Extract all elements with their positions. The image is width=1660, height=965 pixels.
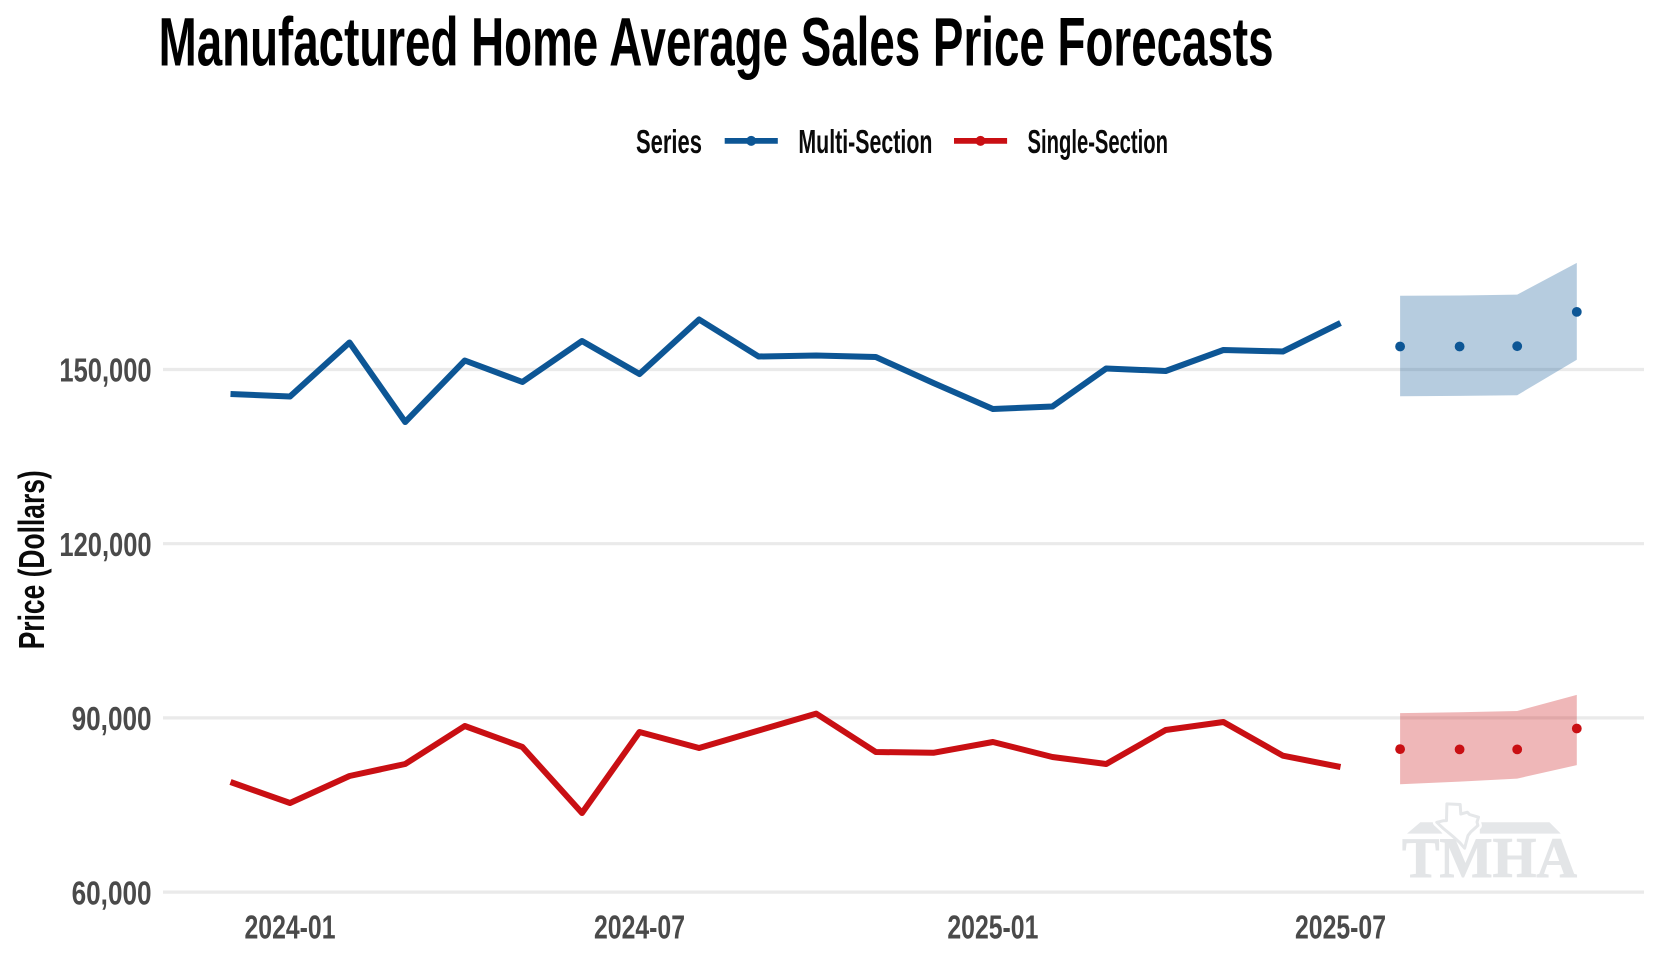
svg-text:TMHA: TMHA bbox=[1402, 827, 1577, 890]
svg-text:Price (Dollars): Price (Dollars) bbox=[11, 470, 52, 649]
svg-text:Single-Section: Single-Section bbox=[1028, 123, 1169, 160]
svg-text:90,000: 90,000 bbox=[72, 700, 152, 737]
svg-text:Multi-Section: Multi-Section bbox=[798, 123, 932, 160]
svg-text:2025-07: 2025-07 bbox=[1295, 909, 1386, 946]
svg-text:150,000: 150,000 bbox=[59, 352, 151, 389]
svg-text:2024-07: 2024-07 bbox=[594, 909, 685, 946]
svg-text:2024-01: 2024-01 bbox=[245, 909, 336, 946]
svg-text:60,000: 60,000 bbox=[72, 874, 152, 911]
svg-text:120,000: 120,000 bbox=[59, 526, 151, 563]
svg-text:2025-01: 2025-01 bbox=[947, 909, 1038, 946]
svg-text:Manufactured Home Average Sale: Manufactured Home Average Sales Price Fo… bbox=[159, 5, 1274, 81]
svg-text:Series: Series bbox=[636, 123, 702, 160]
